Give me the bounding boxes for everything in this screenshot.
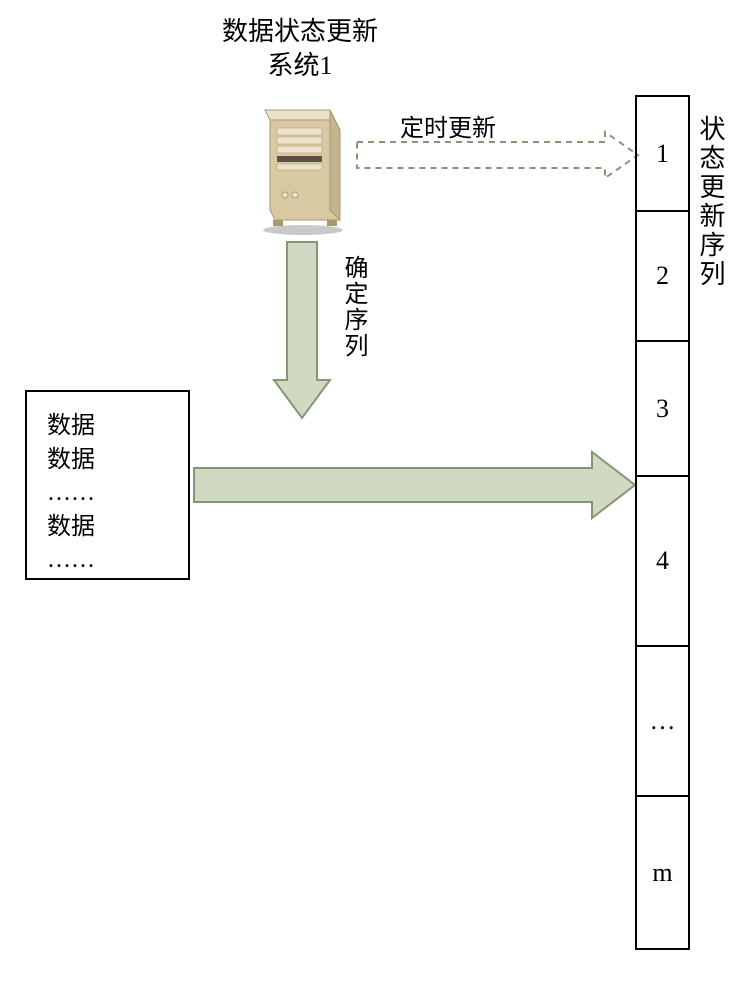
server-icon (255, 100, 350, 235)
data-row: 数据 (47, 444, 168, 478)
data-row: …… (47, 544, 168, 578)
title-line-1: 数据状态更新 (222, 17, 378, 46)
diagram-root: 数据状态更新 系统1 (0, 0, 755, 1000)
queue-cell-label: 4 (656, 546, 669, 576)
queue-side-label: 状态更新序列 (700, 115, 728, 289)
queue-cell-label: 1 (656, 139, 669, 169)
determine-sequence-arrow (272, 240, 332, 420)
queue-cell: m (635, 795, 690, 950)
queue-cell-label: 3 (656, 394, 669, 424)
status-update-queue: 1 2 3 4 … m (635, 95, 690, 950)
queue-cell-label: 2 (656, 261, 669, 291)
data-box: 数据 数据 …… 数据 …… (25, 390, 190, 580)
queue-cell: 1 (635, 95, 690, 210)
queue-cell: … (635, 645, 690, 795)
queue-cell: 4 (635, 475, 690, 645)
data-row: 数据 (47, 410, 168, 444)
timed-update-label: 定时更新 (400, 108, 496, 143)
data-row: …… (47, 477, 168, 511)
queue-cell: 2 (635, 210, 690, 340)
data-to-queue-arrow (192, 450, 637, 520)
data-row: 数据 (47, 511, 168, 545)
timed-update-arrow (355, 130, 640, 180)
determine-sequence-label: 确定序列 (340, 255, 368, 359)
queue-cell-label: … (650, 706, 676, 736)
title-line-2: 系统1 (267, 51, 332, 80)
queue-cell: 3 (635, 340, 690, 475)
system-title: 数据状态更新 系统1 (200, 15, 400, 83)
queue-cell-label: m (652, 858, 672, 888)
